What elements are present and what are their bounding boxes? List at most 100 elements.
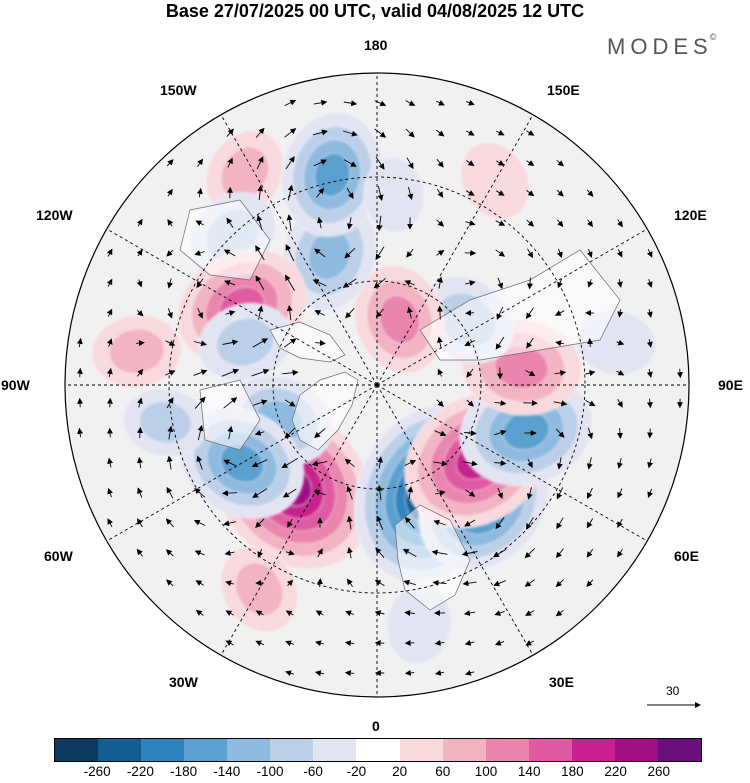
meridian-line [106,228,378,386]
wind-vector [252,338,269,348]
wind-vector [346,187,354,199]
wind-vector [225,610,234,617]
wind-vector [167,425,174,440]
wind-vector [257,548,264,558]
colorbar-segment [55,739,99,761]
reference-vector-label: 30 [666,684,680,698]
wind-vector [136,340,145,347]
wind-vector [432,579,447,586]
wind-vector [463,460,478,467]
wind-vector [196,455,203,470]
map-title: Base 27/07/2025 00 UTC, valid 04/08/2025… [165,1,585,21]
wind-vector [463,610,476,616]
wind-vector [646,249,653,258]
meridian-line [220,384,378,656]
wind-vector [257,185,264,200]
wind-vector [136,218,143,227]
wind-vector [461,550,478,557]
colorbar-tick-label: -100 [256,764,284,779]
wind-vector [464,519,476,527]
wind-vector [345,308,355,319]
wind-vector [136,279,143,288]
wind-vector [77,427,84,438]
wind-vector [287,518,293,528]
wind-vector [222,339,239,346]
lon-label-30w: 30W [169,674,198,690]
wind-vector [406,157,414,170]
wind-vector [676,368,683,379]
wind-vector [616,249,623,258]
wind-vector [167,308,173,319]
wind-vector [346,515,353,530]
wind-vector [377,456,384,469]
colorbar-segment [657,739,701,761]
wind-vector [433,519,446,526]
wind-vector [346,546,353,559]
wind-vector [434,639,445,646]
wind-vector [255,640,264,647]
colorbar-segment [614,739,658,761]
meridian-line [220,114,378,386]
wind-vector [617,309,624,318]
lon-label-60w: 60W [44,548,73,564]
wind-vector [313,159,328,167]
wind-vector [316,216,323,229]
wind-vector [526,130,535,136]
wind-vector [223,397,238,409]
wind-vector [345,610,355,617]
wind-vector [525,610,535,616]
wind-vector [282,369,299,376]
wind-vector [374,100,387,107]
wind-vector [526,160,535,166]
anomaly-center [363,157,424,233]
wind-vector [286,304,293,321]
wind-vector [106,248,113,257]
wind-vector [404,610,415,617]
wind-vector [646,398,653,409]
wind-vector [495,249,506,257]
wind-vector [221,368,240,377]
wind-vector [314,428,326,439]
wind-vector [165,518,174,528]
colorbar-tick-label: 220 [604,764,627,779]
wind-vector [195,609,204,616]
wind-vector [617,219,623,228]
colorbar-segment [528,739,572,761]
wind-vector [617,427,623,439]
wind-vector [526,219,535,227]
wind-vector [342,278,357,288]
colorbar-segment [270,739,314,761]
wind-vector [251,459,268,468]
wind-vector [285,670,295,677]
wind-vector [137,368,144,377]
wind-vector [285,156,295,170]
wind-vector [195,580,204,586]
wind-vector [375,547,385,558]
wind-vector [311,460,328,467]
wind-vector [553,400,568,407]
anomaly-center [281,112,384,238]
colorbar-segment [571,739,615,761]
wind-vector [587,338,594,348]
anomaly-center [91,314,182,388]
wind-vector [226,128,234,137]
wind-vector [197,307,203,319]
wind-vector [407,486,414,499]
wind-vector [76,367,83,378]
wind-vector [225,310,236,316]
wind-vector [526,337,534,349]
wind-vector [284,128,297,138]
colorbar-tick-label: 140 [517,764,541,779]
wind-vector [137,487,143,498]
wind-vector [525,516,534,530]
wind-vector [374,128,387,138]
wind-vector [616,369,625,376]
wind-vector [647,458,654,469]
lon-label-150w: 150W [160,82,197,98]
wind-vector [434,430,447,437]
wind-vector [284,274,295,291]
wind-vector [346,217,353,230]
wind-vector [465,99,475,106]
meridian-line [376,384,648,542]
wind-vector [586,548,594,558]
